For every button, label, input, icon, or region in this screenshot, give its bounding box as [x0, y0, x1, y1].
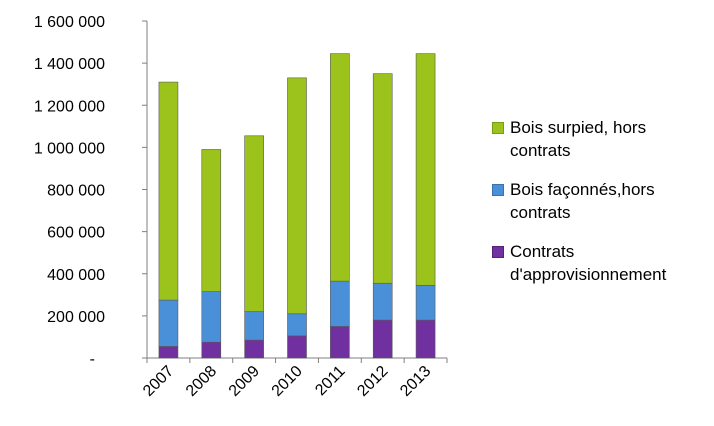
x-tick-label: 2011 [312, 363, 348, 399]
x-tick-label: 2013 [397, 363, 434, 400]
x-tick-label: 2012 [354, 363, 391, 400]
bar-segment [244, 135, 264, 312]
x-tick-label: 2009 [226, 363, 263, 400]
y-tick-label: - [90, 351, 95, 368]
y-tick-label: 600 000 [47, 225, 105, 242]
y-tick-label: 800 000 [47, 183, 105, 200]
y-tick-label: 200 000 [47, 309, 105, 326]
legend-label-bois-faconnes: Bois façonnés,hors contrats [510, 180, 655, 222]
bar-segment [158, 81, 179, 301]
legend-swatch-contrats [492, 246, 504, 258]
legend-item-bois-faconnes: Bois façonnés,hors contrats [486, 178, 711, 224]
x-tick-label: 2007 [140, 363, 177, 400]
legend-item-bois-surpied: Bois surpied, hors contrats [486, 116, 711, 162]
bar-segment [201, 341, 222, 359]
x-tick-label: 2010 [269, 363, 306, 400]
legend-swatch-bois-faconnes [492, 184, 504, 196]
bar-segment [158, 299, 179, 347]
chart-legend: Bois surpied, hors contrats Bois façonné… [486, 116, 711, 302]
bar-segment [201, 149, 222, 292]
bar-segment [287, 335, 307, 359]
bar-segment [415, 319, 436, 359]
legend-item-contrats: Contrats d'approvisionnement [486, 240, 711, 286]
legend-label-contrats: Contrats d'approvisionnement [510, 242, 667, 284]
bar-segment [372, 73, 393, 284]
bar-segment [330, 53, 350, 282]
bar-segment [287, 77, 307, 315]
legend-swatch-bois-surpied [492, 122, 504, 134]
bar-segment [244, 339, 264, 359]
bar-segment [158, 346, 179, 359]
bar-segment [287, 313, 307, 337]
bar-segment [372, 319, 393, 359]
bar-segment [201, 291, 222, 343]
y-tick-label: 1 600 000 [34, 14, 105, 31]
x-tick-label: 2008 [183, 363, 220, 400]
y-tick-label: 1 400 000 [34, 56, 105, 73]
y-tick-label: 400 000 [47, 267, 105, 284]
bar-segment [415, 53, 436, 286]
y-tick-label: 1 000 000 [34, 140, 105, 157]
bar-segment [372, 282, 393, 321]
bar-segment [330, 280, 350, 327]
bar-segment [415, 285, 436, 321]
y-tick-label: 1 200 000 [34, 98, 105, 115]
bar-segment [244, 311, 264, 341]
bar-segment [330, 326, 350, 359]
legend-label-bois-surpied: Bois surpied, hors contrats [510, 118, 647, 160]
